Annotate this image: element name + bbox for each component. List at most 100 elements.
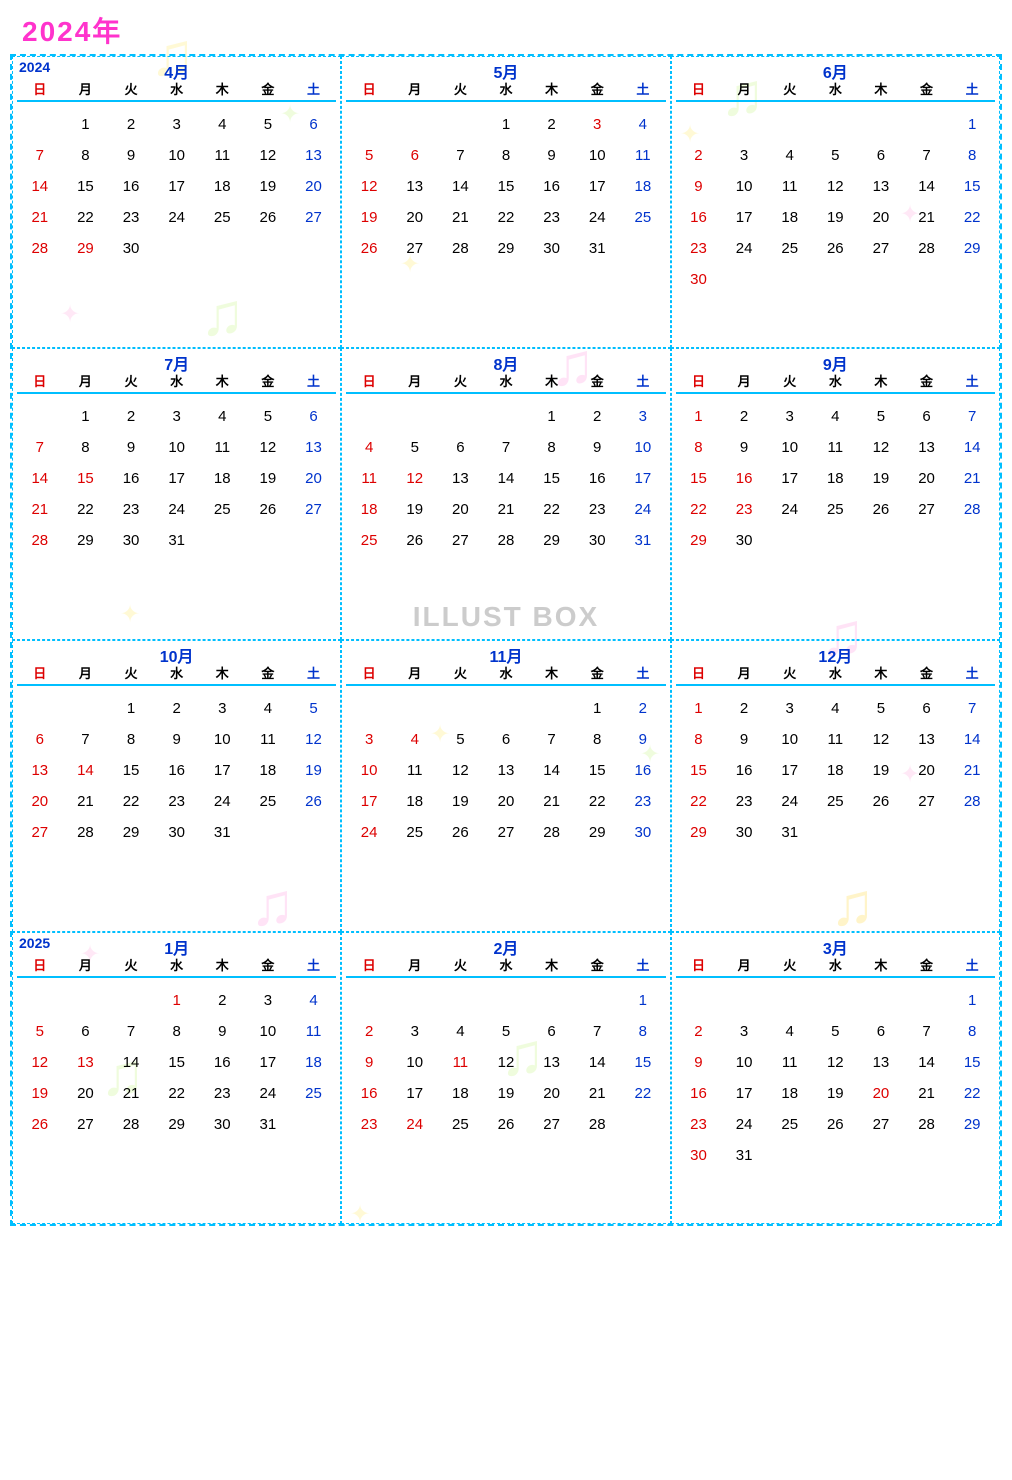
weekday-label: 金 <box>904 371 950 390</box>
day-cell: 27 <box>392 240 438 257</box>
month-header: 5月 <box>346 59 665 79</box>
weekday-label: 金 <box>245 955 291 974</box>
day-cell: 20 <box>904 470 950 487</box>
day-cell: 23 <box>574 501 620 518</box>
month-cell: 12月日月火水木金土123456789101112131415161718192… <box>671 640 1000 932</box>
day-cell <box>813 992 859 1009</box>
week-row: 13141516171819 <box>17 762 336 779</box>
calendar-grid: 20244月日月火水木金土123456789101112131415161718… <box>10 54 1002 1226</box>
day-cell: 8 <box>949 1023 995 1040</box>
day-cell: 3 <box>620 408 666 425</box>
month-cell: 8月日月火水木金土1234567891011121314151617181920… <box>341 348 670 640</box>
day-cell: 26 <box>17 1116 63 1133</box>
day-cell: 25 <box>346 532 392 549</box>
day-cell: 28 <box>17 240 63 257</box>
day-cell: 6 <box>858 147 904 164</box>
day-cell: 7 <box>108 1023 154 1040</box>
month-cell: 9月日月火水木金土1234567891011121314151617181920… <box>671 348 1000 640</box>
week-row: 891011121314 <box>676 439 995 456</box>
day-cell: 8 <box>108 731 154 748</box>
day-cell: 9 <box>676 1054 722 1071</box>
weekday-label: 月 <box>63 79 109 98</box>
day-cell <box>108 992 154 1009</box>
week-row: 2345678 <box>676 147 995 164</box>
day-cell: 4 <box>767 1023 813 1040</box>
day-cell: 25 <box>813 793 859 810</box>
week-row: 891011121314 <box>676 731 995 748</box>
day-cell: 1 <box>676 408 722 425</box>
day-cell: 9 <box>620 731 666 748</box>
day-cell: 4 <box>767 147 813 164</box>
weekday-label: 月 <box>392 663 438 682</box>
day-cell: 30 <box>154 824 200 841</box>
month-cell: 7月日月火水木金土1234567891011121314151617181920… <box>12 348 341 640</box>
day-cell: 5 <box>483 1023 529 1040</box>
week-row: 567891011 <box>17 1023 336 1040</box>
weekday-label: 火 <box>108 663 154 682</box>
month-cell: 11月日月火水木金土123456789101112131415161718192… <box>341 640 670 932</box>
day-cell: 31 <box>767 824 813 841</box>
day-cell: 15 <box>574 762 620 779</box>
day-cell: 7 <box>904 1023 950 1040</box>
week-row: 123 <box>346 408 665 425</box>
day-cell: 11 <box>346 470 392 487</box>
day-cell <box>245 532 291 549</box>
day-cell: 18 <box>199 470 245 487</box>
weekday-label: 木 <box>199 371 245 390</box>
day-cell: 2 <box>346 1023 392 1040</box>
day-cell: 2 <box>721 700 767 717</box>
day-cell: 30 <box>676 1147 722 1164</box>
day-cell: 28 <box>904 240 950 257</box>
day-cell: 18 <box>245 762 291 779</box>
day-cell: 30 <box>676 271 722 288</box>
day-cell: 29 <box>949 240 995 257</box>
day-cell: 8 <box>529 439 575 456</box>
week-row: 2728293031 <box>17 824 336 841</box>
month-cell: 3月日月火水木金土1234567891011121314151617181920… <box>671 932 1000 1224</box>
week-row: 23242526272829 <box>676 240 995 257</box>
week-row: 23242526272829 <box>676 1116 995 1133</box>
day-cell: 15 <box>63 470 109 487</box>
day-cell: 12 <box>858 731 904 748</box>
day-cell: 18 <box>346 501 392 518</box>
day-cell: 17 <box>199 762 245 779</box>
day-cell: 26 <box>245 209 291 226</box>
day-cell: 29 <box>949 1116 995 1133</box>
day-cell: 2 <box>199 992 245 1009</box>
day-cell: 3 <box>574 116 620 133</box>
day-cell: 1 <box>154 992 200 1009</box>
day-cell: 10 <box>721 178 767 195</box>
day-cell: 5 <box>813 147 859 164</box>
day-cell <box>529 700 575 717</box>
day-cell: 11 <box>199 147 245 164</box>
day-cell <box>438 992 484 1009</box>
day-cell: 28 <box>483 532 529 549</box>
month-header: 10月 <box>17 643 336 663</box>
day-cell: 12 <box>438 762 484 779</box>
day-cell: 25 <box>245 793 291 810</box>
week-row: 19202122232425 <box>346 209 665 226</box>
weekday-label: 火 <box>438 663 484 682</box>
day-cell: 3 <box>767 408 813 425</box>
day-cell: 29 <box>108 824 154 841</box>
day-cell <box>767 532 813 549</box>
weekday-label: 日 <box>346 663 392 682</box>
weekday-label: 金 <box>245 663 291 682</box>
day-cell <box>63 700 109 717</box>
month-label: 3月 <box>823 935 848 959</box>
day-cell: 30 <box>529 240 575 257</box>
day-cell: 23 <box>346 1116 392 1133</box>
weekday-label: 日 <box>346 79 392 98</box>
day-cell: 15 <box>676 762 722 779</box>
day-cell: 3 <box>245 992 291 1009</box>
day-cell: 28 <box>529 824 575 841</box>
day-cell: 10 <box>574 147 620 164</box>
day-cell: 13 <box>858 1054 904 1071</box>
day-cell: 22 <box>63 501 109 518</box>
day-cell: 25 <box>291 1085 337 1102</box>
day-cell: 18 <box>438 1085 484 1102</box>
day-cell: 28 <box>63 824 109 841</box>
day-cell: 12 <box>813 1054 859 1071</box>
day-cell: 27 <box>483 824 529 841</box>
day-cell: 6 <box>904 408 950 425</box>
